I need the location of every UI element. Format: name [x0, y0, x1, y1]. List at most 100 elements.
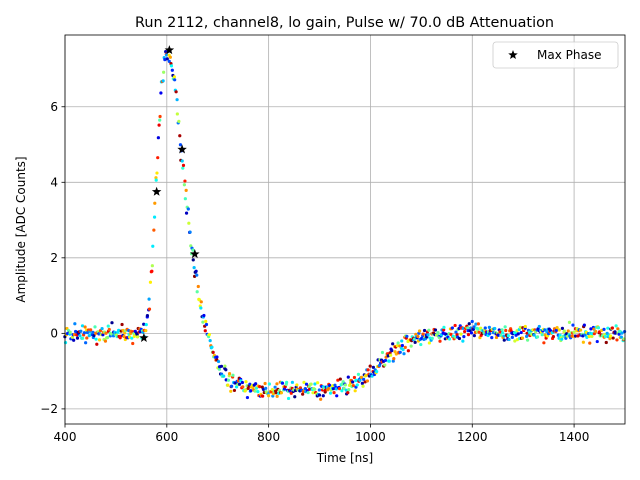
- legend-star-icon: [508, 50, 518, 60]
- sample-point: [289, 391, 293, 395]
- sample-point: [159, 91, 163, 95]
- sample-point: [608, 334, 613, 338]
- sample-point: [97, 338, 102, 342]
- sample-point: [155, 171, 159, 175]
- sample-point: [383, 358, 388, 363]
- sample-point: [100, 327, 104, 331]
- sample-point: [335, 394, 339, 398]
- sample-point: [147, 307, 152, 311]
- sample-point: [347, 388, 351, 392]
- sample-point: [461, 326, 465, 331]
- sample-point: [416, 334, 420, 339]
- sample-point: [402, 352, 406, 356]
- sample-point: [371, 365, 375, 369]
- max-phase-markers: [139, 45, 200, 342]
- sample-point: [507, 337, 511, 342]
- sample-point: [523, 324, 527, 329]
- sample-point: [183, 197, 187, 201]
- sample-point: [502, 338, 506, 342]
- sample-point: [79, 329, 83, 333]
- sample-point: [551, 334, 556, 339]
- sample-point: [321, 394, 325, 398]
- sample-point: [362, 377, 366, 382]
- sample-point: [524, 334, 529, 339]
- sample-point: [73, 322, 77, 326]
- sample-point: [85, 336, 89, 340]
- sample-point: [469, 331, 474, 335]
- sample-point: [409, 344, 413, 348]
- sample-point: [596, 326, 601, 330]
- sample-point: [261, 394, 265, 398]
- y-axis-label: Amplitude [ADC Counts]: [14, 156, 28, 302]
- sample-point: [101, 333, 105, 337]
- sample-point: [462, 335, 466, 339]
- sample-point: [442, 325, 446, 329]
- sample-point: [253, 389, 257, 393]
- sample-point: [223, 364, 227, 368]
- sample-point: [611, 336, 615, 340]
- sample-point: [346, 391, 350, 395]
- sample-point: [419, 342, 423, 347]
- sample-point: [417, 329, 422, 333]
- sample-point: [307, 387, 312, 391]
- sample-point: [229, 389, 233, 393]
- sample-point: [245, 395, 250, 400]
- max-phase-star: [139, 332, 149, 342]
- sample-point: [196, 284, 200, 289]
- sample-point: [175, 112, 179, 116]
- x-tick-label: 1200: [457, 430, 488, 444]
- sample-point: [606, 326, 610, 330]
- sample-point: [525, 338, 530, 342]
- sample-point: [450, 326, 454, 330]
- sample-point: [341, 380, 345, 384]
- legend: Max Phase: [492, 41, 619, 69]
- waveform-samples: [63, 49, 627, 401]
- sample-point: [398, 344, 402, 348]
- sample-point: [608, 337, 612, 341]
- sample-point: [479, 326, 483, 330]
- sample-point: [616, 327, 620, 331]
- sample-point: [311, 391, 315, 395]
- x-tick-label: 1000: [355, 430, 386, 444]
- sample-point: [106, 324, 110, 328]
- sample-point: [406, 349, 410, 353]
- x-tick-label: 1400: [559, 430, 590, 444]
- sample-point: [356, 372, 361, 376]
- sample-point: [571, 323, 575, 327]
- sample-point: [317, 393, 322, 397]
- sample-point: [82, 331, 86, 335]
- sample-point: [316, 381, 320, 385]
- sample-point: [365, 379, 370, 383]
- max-phase-star: [164, 45, 175, 55]
- sample-point: [453, 323, 457, 328]
- sample-point: [398, 350, 402, 354]
- sample-point: [615, 338, 619, 342]
- sample-point: [251, 386, 255, 390]
- sample-point: [430, 336, 434, 341]
- sample-point: [501, 331, 505, 335]
- sample-point: [555, 326, 559, 330]
- sample-point: [285, 380, 289, 384]
- sample-point: [610, 326, 614, 330]
- sample-point: [256, 390, 260, 394]
- sample-point: [156, 136, 160, 140]
- x-axis: 400 600 800 1000 1200 1400: [54, 424, 590, 444]
- sample-point: [620, 331, 624, 335]
- sample-point: [184, 188, 188, 193]
- sample-point: [317, 388, 321, 392]
- sample-point: [358, 378, 362, 383]
- sample-point: [503, 325, 507, 329]
- sample-point: [395, 344, 399, 348]
- sample-point: [494, 335, 499, 340]
- sample-point: [94, 337, 98, 341]
- sample-point: [290, 380, 294, 384]
- sample-point: [118, 334, 122, 338]
- sample-point: [85, 330, 90, 335]
- sample-point: [380, 350, 385, 355]
- sample-point: [457, 336, 462, 341]
- sample-point: [603, 334, 608, 339]
- sample-point: [400, 339, 404, 343]
- sample-point: [145, 313, 150, 318]
- sample-point: [104, 331, 108, 335]
- sample-point: [558, 333, 562, 337]
